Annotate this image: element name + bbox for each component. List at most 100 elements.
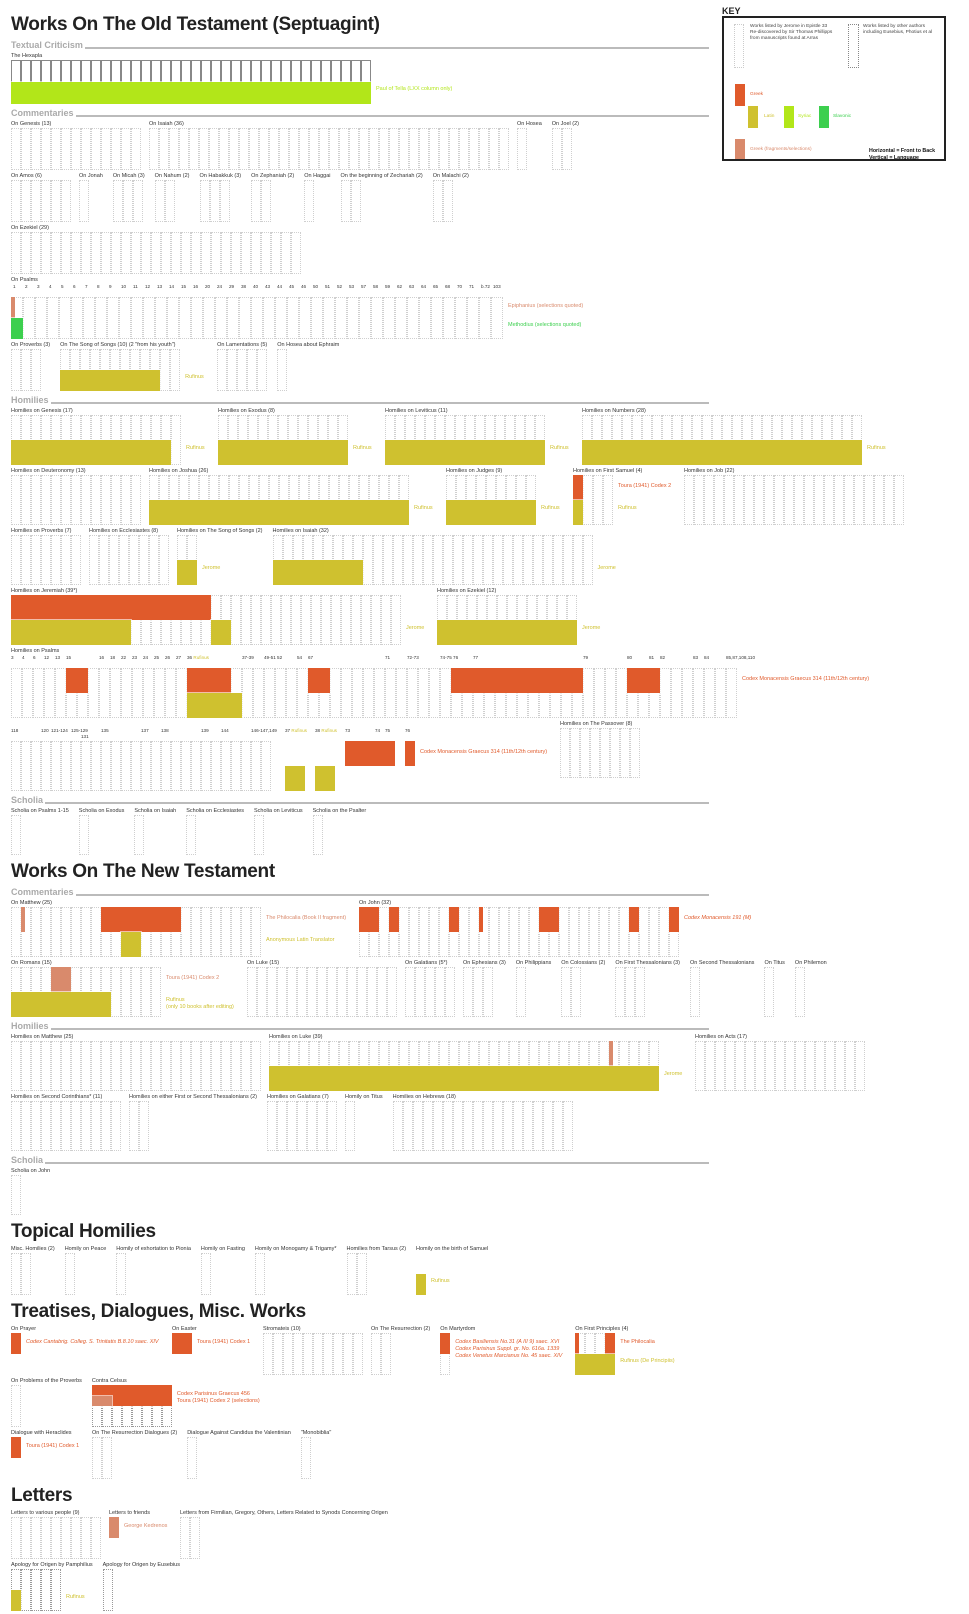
section-divider (50, 402, 709, 404)
volume-column (81, 128, 91, 170)
work-row: Homilies on Deuteronomy (13) Homilies on … (11, 468, 966, 526)
volume-column (112, 180, 123, 222)
work-homily-on-titus: Homily on Titus (344, 1094, 385, 1151)
work-on-matthew-25: On Matthew (25) The Philocalia (Book II f… (11, 900, 351, 958)
work-body (134, 815, 178, 855)
volume-column (391, 595, 401, 645)
volume-column (744, 475, 754, 525)
volume-columns (11, 232, 301, 274)
other-authors-swatch (848, 24, 859, 68)
work-title: Homilies on Ecclesiastes (8) (89, 528, 159, 534)
volume-column (23, 297, 35, 339)
work-homilies-from-tarsus-2: Homilies from Tarsus (2) (346, 1246, 409, 1295)
volume-column (363, 668, 374, 718)
volume-column (11, 1175, 21, 1215)
work-on-colossians-2: On Colossians (2) (561, 960, 607, 1017)
volume-columns (11, 667, 737, 719)
volume-column (715, 1041, 725, 1091)
work-homilies-on-isaiah-32: Homilies on Isaiah (32) Jerome (271, 528, 621, 586)
key-jerome-line: Works listed by Jerome in Epistle 33 (750, 24, 828, 29)
column-label-number: 12 (44, 655, 50, 660)
volume-column (552, 535, 563, 585)
translation-source-note: Codex Cantabrig. Colleg. S. Trinitatis B… (26, 1339, 159, 1346)
column-label: 46 (301, 284, 307, 289)
work-body (64, 1253, 109, 1295)
work-title: On Psalms (11, 277, 38, 283)
work-body (344, 1101, 385, 1151)
work-scholia-on-john: Scholia on John (11, 1168, 52, 1215)
volume-column (275, 297, 287, 339)
key-jerome-line: Re-discovered by Sir Thomas Phillipps (750, 30, 833, 35)
column-label: 53 (349, 284, 355, 289)
volume-column (639, 907, 649, 957)
volume-column (291, 595, 301, 645)
volume-columns (358, 906, 680, 957)
jerome-swatch (734, 24, 744, 68)
column-label-number: 76 (405, 728, 411, 733)
volume-column (88, 668, 99, 718)
column-label: 43 (265, 284, 271, 289)
volume-column (561, 967, 572, 1017)
volume-columns (266, 1101, 337, 1151)
work-title: Homilies on Genesis (17) (11, 408, 73, 414)
work-row: Letters to various people (9) Letters to … (11, 1510, 966, 1559)
volume-column (562, 1101, 573, 1151)
volume-column (341, 668, 352, 718)
volume-column (170, 349, 181, 391)
volume-column (191, 232, 201, 274)
work-letters-to-friends: Letters to friends George Kedrenos (108, 1510, 172, 1559)
column-label-number: 27 (176, 655, 182, 660)
note-line: Rufinus (166, 997, 185, 1003)
note-line: Codex Basiliensis No.31 (A III 9) saec. … (455, 1339, 560, 1346)
column-label: 125-129 (71, 728, 88, 734)
translation-source-note: Codex Monacensis Graecus 314 (11th/12th … (742, 675, 870, 682)
volume-column (304, 180, 315, 222)
volume-columns (344, 740, 416, 791)
volume-column (61, 1041, 71, 1091)
column-label: 38 (241, 284, 247, 289)
volume-column (432, 535, 443, 585)
fill-greek (65, 667, 89, 694)
volume-column (201, 1041, 211, 1091)
column-label: 81 (649, 655, 654, 661)
volume-column (121, 741, 131, 791)
work-continuation: 37 Rufinus (284, 721, 307, 792)
work-body (266, 1101, 337, 1151)
volume-column (463, 967, 473, 1017)
column-label: 51 (325, 284, 331, 289)
column-label: 103 (493, 284, 501, 289)
volume-columns (10, 60, 372, 105)
column-label: 13 (157, 284, 163, 289)
volume-column (41, 907, 51, 957)
column-label: 77 (473, 655, 478, 661)
volume-column (266, 1101, 277, 1151)
volume-column (31, 1101, 41, 1151)
volume-columns (186, 815, 197, 855)
work-body (561, 967, 607, 1017)
work-body (149, 128, 509, 170)
volume-column (435, 967, 445, 1017)
fill-latin (384, 439, 546, 466)
column-label: 120 (41, 728, 49, 734)
volume-column (694, 475, 704, 525)
work-dialogue-with-heraclides: Dialogue with Heraclides Toura (1941) Cod… (10, 1430, 84, 1479)
volume-column (605, 668, 616, 718)
volume-column (346, 1253, 357, 1295)
volume-column (297, 967, 307, 1017)
work-title: Homilies on Matthew (25) (11, 1034, 74, 1040)
work-continuation: 118 120 121-124 125-129 131 135 137 138 139 144 14… (11, 721, 277, 791)
section-heading-label: Textual Criticism (11, 40, 83, 50)
column-label: 37-39 (242, 655, 254, 661)
volume-column (61, 180, 71, 222)
volume-column (276, 1101, 287, 1151)
volume-column (755, 1041, 765, 1091)
volume-column (141, 741, 151, 791)
volume-column (91, 475, 101, 525)
work-title: Homilies on Judges (9) (446, 468, 503, 474)
column-label: 146-147,149 (251, 728, 277, 734)
volume-column (121, 128, 131, 170)
volume-column (329, 128, 339, 170)
work-title: Scholia on Ecclesiastes (186, 808, 245, 814)
volume-column (251, 1041, 261, 1091)
volume-column (159, 128, 169, 170)
